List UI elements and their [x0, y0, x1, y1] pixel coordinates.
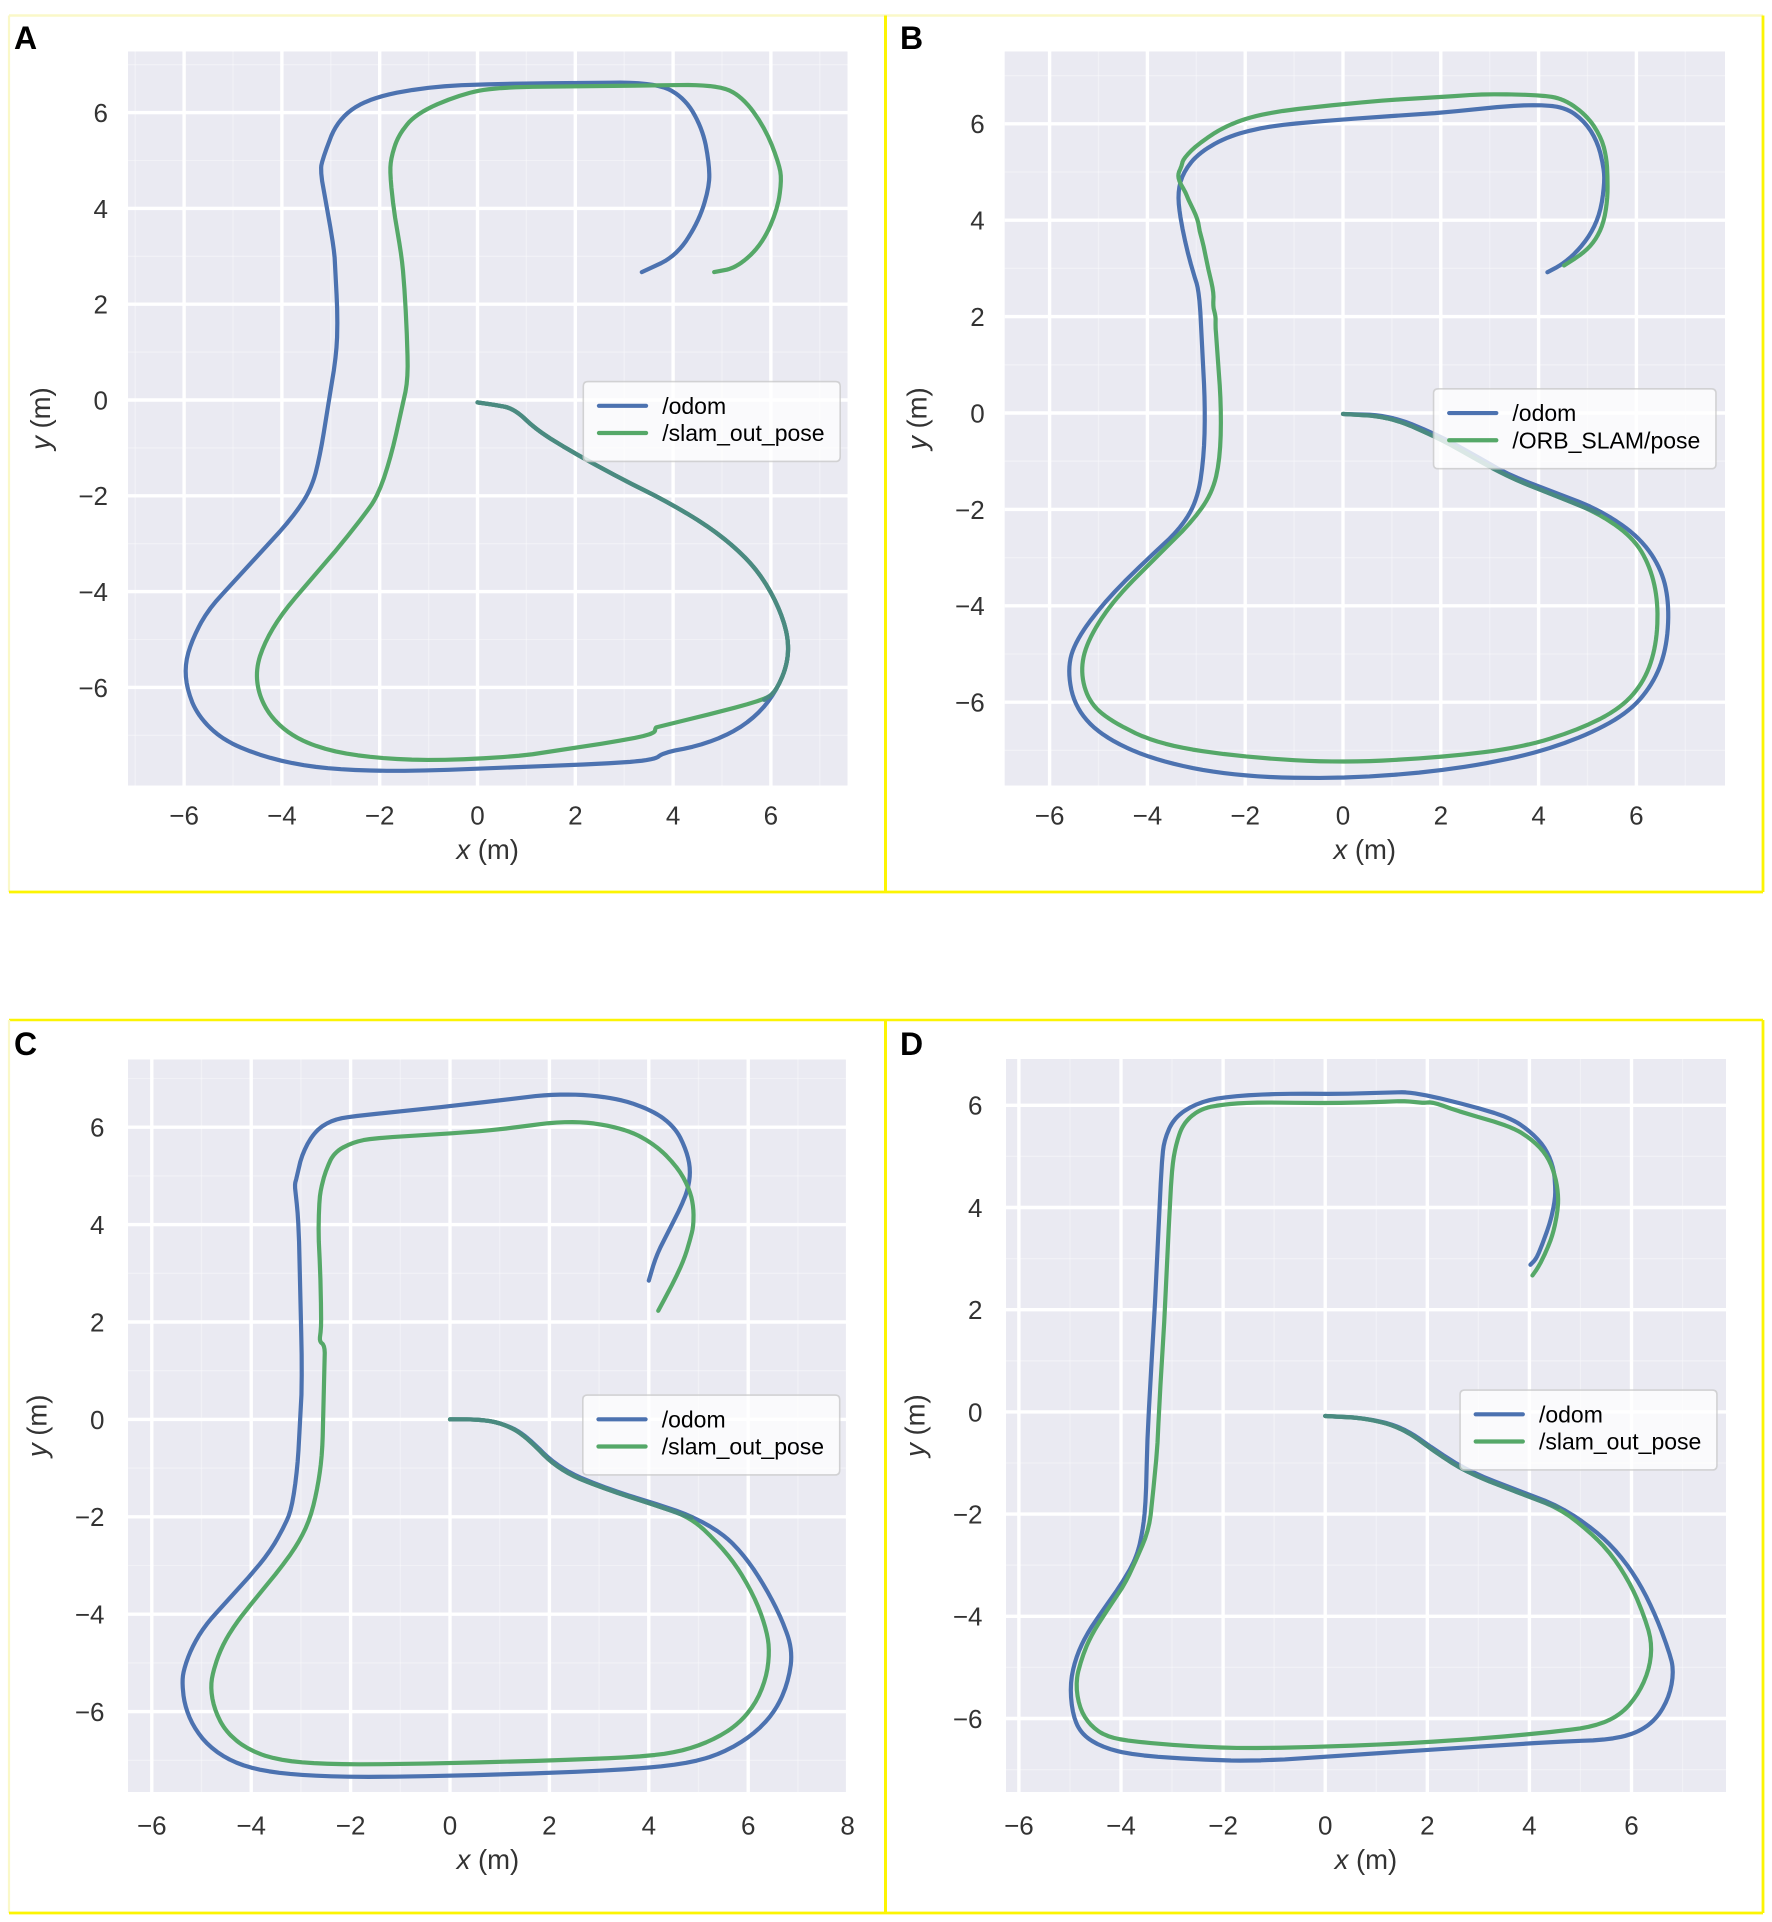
svg-text:4: 4	[1531, 800, 1545, 830]
svg-text:−2: −2	[365, 800, 395, 830]
svg-text:y ( m: y ( m )	[21, 1395, 52, 1459]
svg-text:y ( m: y ( m )	[899, 1394, 930, 1458]
svg-text:−4: −4	[236, 1810, 266, 1840]
svg-text:−2: −2	[1208, 1810, 1238, 1840]
svg-text:/slam_out_pose: /slam_out_pose	[662, 420, 824, 446]
svg-text:/ORB_SLAM/pose: /ORB_SLAM/pose	[1512, 427, 1700, 453]
svg-text:−2: −2	[953, 1500, 983, 1530]
svg-text:6: 6	[90, 1113, 104, 1143]
svg-text:−6: −6	[1004, 1810, 1034, 1840]
svg-text:−2: −2	[336, 1810, 366, 1840]
svg-text:/odom: /odom	[1539, 1401, 1603, 1427]
svg-text:8: 8	[840, 1810, 854, 1840]
svg-text:2: 2	[968, 1295, 982, 1325]
svg-text:−2: −2	[75, 1502, 105, 1532]
svg-text:2: 2	[970, 302, 984, 332]
svg-text:0: 0	[90, 1405, 104, 1435]
svg-text:6: 6	[1629, 800, 1643, 830]
svg-text:6: 6	[970, 109, 984, 139]
svg-text:−6: −6	[1035, 800, 1065, 830]
svg-text:−2: −2	[955, 495, 985, 525]
svg-text:6: 6	[1624, 1810, 1638, 1840]
svg-text:−6: −6	[953, 1704, 983, 1734]
svg-text:C: C	[14, 1026, 37, 1062]
svg-text:2: 2	[1420, 1810, 1434, 1840]
svg-text:/odom: /odom	[1512, 400, 1576, 426]
svg-text:−6: −6	[955, 688, 985, 718]
svg-text:−4: −4	[953, 1602, 983, 1632]
svg-text:4: 4	[1522, 1810, 1536, 1840]
svg-text:x ( m: x ( m )	[1332, 834, 1396, 865]
svg-text:D: D	[900, 1026, 923, 1062]
svg-text:4: 4	[642, 1810, 656, 1840]
svg-text:−6: −6	[75, 1697, 105, 1727]
svg-text:/slam_out_pose: /slam_out_pose	[1539, 1429, 1701, 1455]
svg-text:0: 0	[1318, 1810, 1332, 1840]
svg-text:0: 0	[443, 1810, 457, 1840]
svg-text:6: 6	[94, 98, 108, 128]
svg-text:x ( m: x ( m )	[454, 834, 518, 865]
svg-text:0: 0	[968, 1397, 982, 1427]
svg-text:−6: −6	[169, 800, 199, 830]
svg-text:0: 0	[1336, 800, 1350, 830]
svg-text:−6: −6	[78, 673, 108, 703]
svg-text:4: 4	[90, 1210, 104, 1240]
svg-text:y ( m: y ( m )	[25, 387, 56, 451]
svg-text:4: 4	[94, 194, 108, 224]
svg-text:−4: −4	[955, 591, 985, 621]
svg-text:4: 4	[970, 206, 984, 236]
svg-text:−2: −2	[1230, 800, 1260, 830]
svg-text:/odom: /odom	[662, 1406, 726, 1432]
svg-text:2: 2	[90, 1307, 104, 1337]
svg-text:−6: −6	[137, 1810, 167, 1840]
svg-text:0: 0	[94, 385, 108, 415]
svg-text:4: 4	[666, 800, 680, 830]
svg-text:A: A	[14, 20, 37, 56]
svg-text:−2: −2	[78, 481, 108, 511]
svg-text:−4: −4	[1106, 1810, 1136, 1840]
svg-text:/odom: /odom	[662, 393, 726, 419]
svg-text:2: 2	[1434, 800, 1448, 830]
svg-text:/slam_out_pose: /slam_out_pose	[662, 1434, 824, 1460]
svg-text:0: 0	[970, 398, 984, 428]
svg-text:−4: −4	[75, 1600, 105, 1630]
svg-text:2: 2	[94, 290, 108, 320]
svg-text:x ( m: x ( m )	[455, 1844, 519, 1875]
svg-text:y ( m: y ( m )	[902, 387, 933, 451]
svg-text:x ( m: x ( m )	[1333, 1844, 1397, 1875]
svg-text:2: 2	[542, 1810, 556, 1840]
svg-text:−4: −4	[1133, 800, 1163, 830]
svg-text:−4: −4	[78, 577, 108, 607]
svg-text:−4: −4	[267, 800, 297, 830]
svg-text:4: 4	[968, 1193, 982, 1223]
svg-text:0: 0	[470, 800, 484, 830]
svg-text:B: B	[900, 20, 923, 56]
svg-text:6: 6	[764, 800, 778, 830]
svg-text:2: 2	[568, 800, 582, 830]
svg-text:6: 6	[741, 1810, 755, 1840]
svg-text:6: 6	[968, 1091, 982, 1121]
